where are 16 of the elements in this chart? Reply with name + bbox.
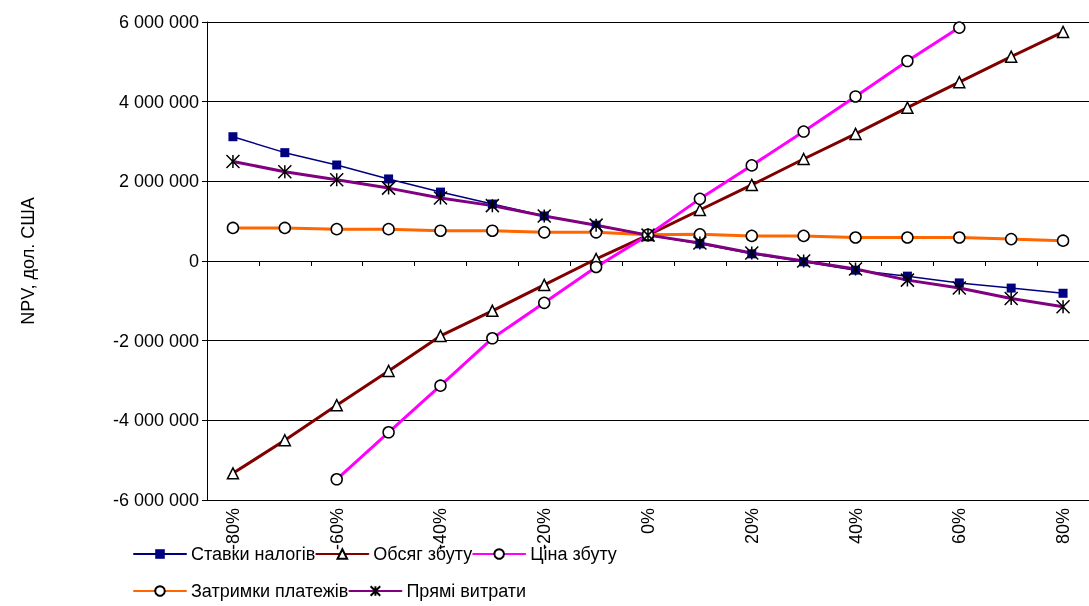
y-tick-label: 2 000 000 — [118, 171, 199, 192]
y-tick-label: -4 000 000 — [112, 410, 199, 431]
x-tick-label: 80% — [1053, 508, 1074, 545]
x-tick-label: -60% — [326, 508, 347, 551]
x-tick-label: 60% — [949, 508, 970, 545]
x-tick-label: 40% — [845, 508, 866, 545]
y-tick-label: -6 000 000 — [112, 490, 199, 510]
y-tick-label: 0 — [188, 251, 199, 271]
legend-label: Затримки платежів — [191, 581, 349, 601]
x-tick-label: 0% — [638, 508, 658, 535]
legend-label: Прямі витрати — [406, 581, 527, 601]
y-axis-title: NPV, дол. США — [18, 197, 38, 325]
y-tick-label: 6 000 000 — [118, 12, 199, 32]
x-tick-label: 20% — [741, 508, 762, 545]
y-tick-label: -2 000 000 — [112, 330, 199, 351]
y-tick-label: 4 000 000 — [118, 91, 199, 112]
